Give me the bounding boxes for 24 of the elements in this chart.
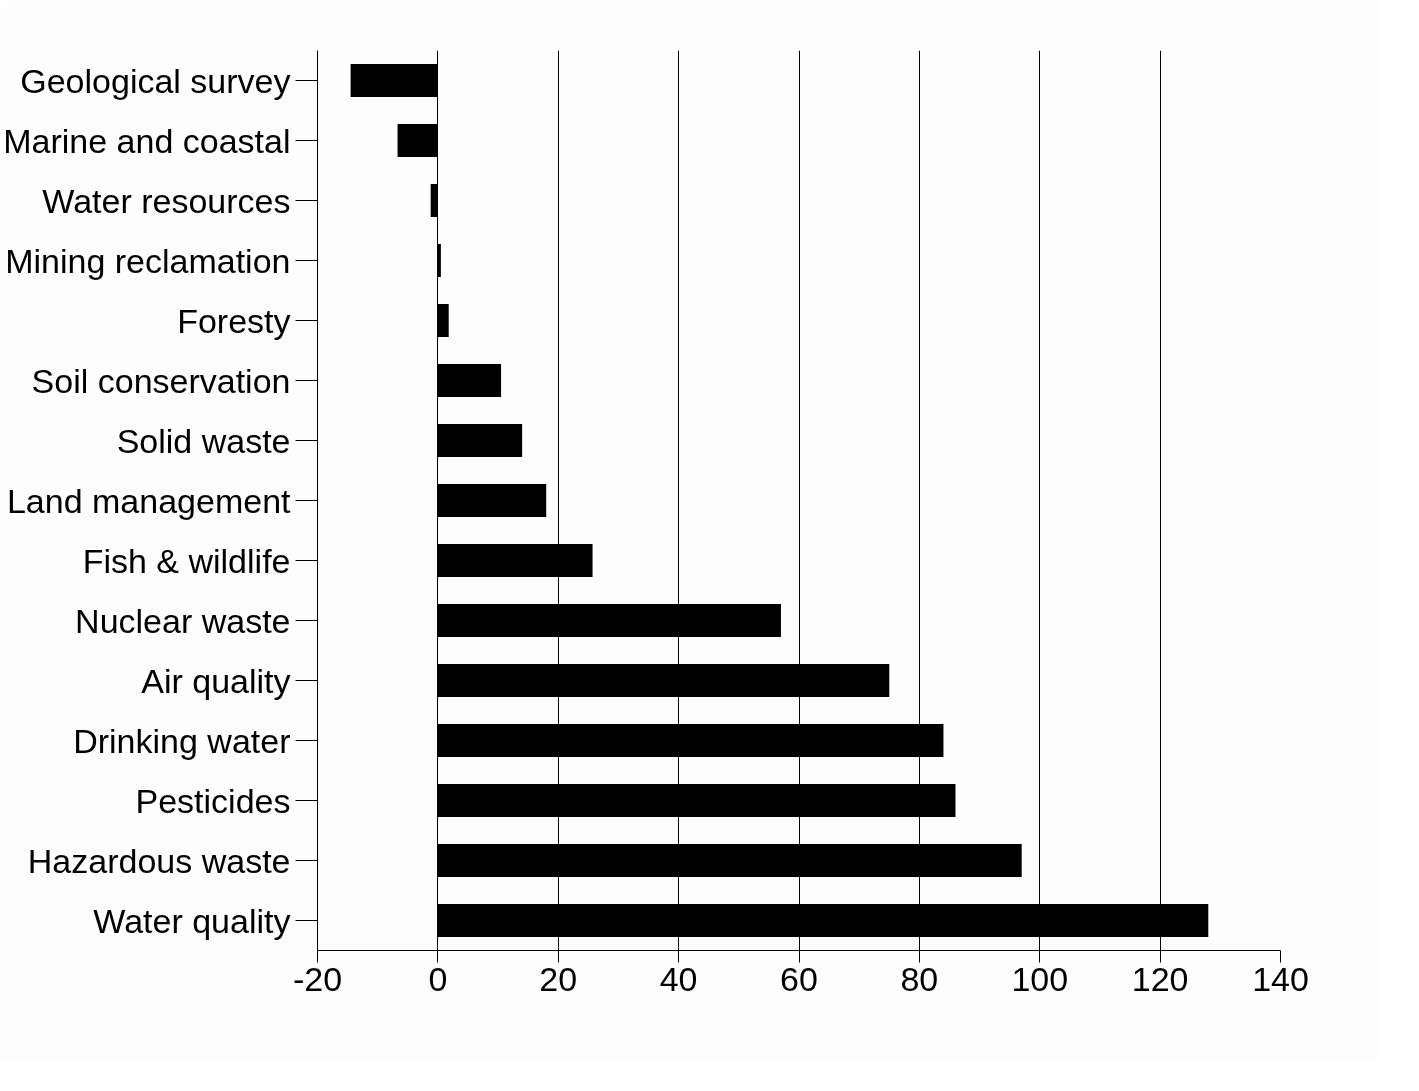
y-tick-label: Geological survey [20,61,291,100]
y-tick-label: Land management [6,481,292,520]
x-tick-label: 20 [539,959,578,998]
y-tick-label: Pesticides [135,781,291,820]
y-tick-label: Mining reclamation [5,241,291,280]
y-tick-label: Water quality [93,901,291,940]
x-tick-label: 60 [780,959,818,998]
x-tick-label: 80 [900,959,939,998]
x-tick-label: 0 [428,959,448,998]
x-tick-label: 140 [1252,959,1309,998]
y-tick-label: Fish & wildlife [82,541,291,580]
y-tick-label: Solid waste [116,421,291,460]
y-tick-label: Drinking water [73,721,291,760]
y-tick-label: Foresty [177,301,291,340]
y-tick-label: Marine and coastal [3,121,291,160]
y-tick-label: Water resources [42,181,291,220]
x-tick-label: 120 [1131,959,1189,998]
y-tick-label: Soil conservation [31,361,291,400]
x-tick-label: 40 [659,959,698,998]
y-tick-label: Hazardous waste [27,841,291,880]
x-tick-label: -20 [292,959,343,998]
y-tick-label: Nuclear waste [75,601,291,640]
x-tick-label: 100 [1011,959,1069,998]
y-tick-label: Air quality [141,661,291,700]
